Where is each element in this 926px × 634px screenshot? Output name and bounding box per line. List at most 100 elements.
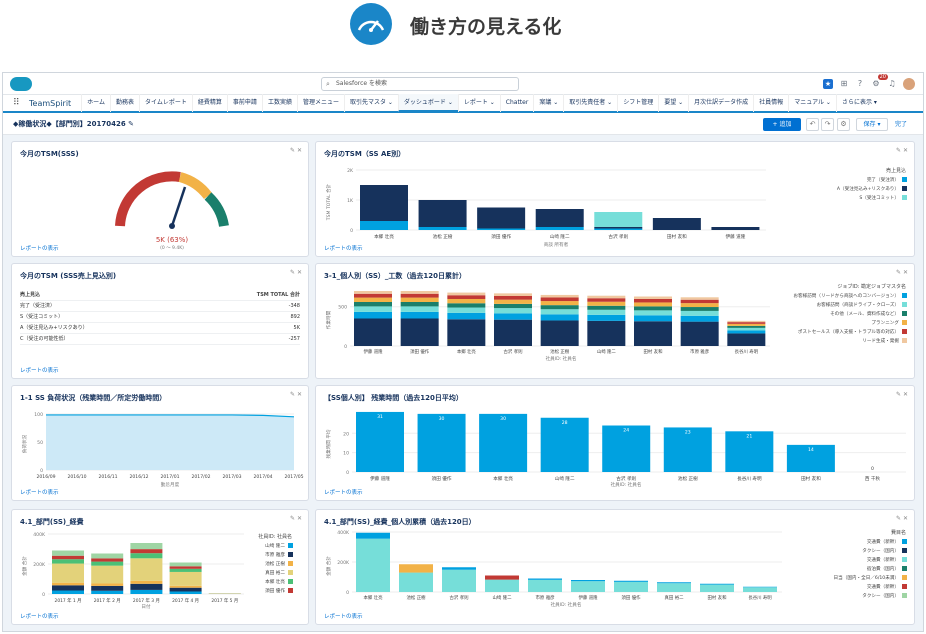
legend-swatch (902, 186, 907, 191)
y-tick-label: 0 (346, 590, 349, 596)
nav-item-dashboard[interactable]: ダッシュボード ⌄ (397, 94, 458, 112)
view-report-link[interactable]: レポートの表示 (20, 368, 59, 374)
nav-item[interactable]: 勤務表 (110, 94, 139, 112)
add-icon[interactable]: ⊞ (840, 79, 848, 88)
add-button[interactable]: + 追加 (763, 118, 801, 131)
x-tick-label: 長谷川 寿明 (735, 348, 759, 355)
bar-segment (634, 321, 672, 346)
view-report-link[interactable]: レポートの表示 (324, 614, 363, 620)
tsm-ae-chart: 0 1K 2K 本郷 壮亮 池松 正樹 須田 優作 山崎 隆二 古沢 孝則 田村 友和 伊藤 道隆… (325, 167, 907, 248)
nav-item[interactable]: 管理メニュー (296, 94, 344, 112)
x-tick-label: 2017/04 (253, 474, 272, 480)
legend-label: お客様訪問（商談ドライブ・クローズ） (817, 301, 899, 308)
bar (725, 431, 774, 472)
undo-icon[interactable]: ↶ (806, 118, 819, 131)
x-tick-label: 2017 年 1 月 (55, 597, 82, 604)
legend-swatch (902, 311, 907, 316)
nav-item-more[interactable]: さらに表示 ▾ (835, 94, 882, 112)
nav-item[interactable]: 取引先責任者 ⌄ (563, 94, 617, 112)
legend-label: 交通費（新幹） (867, 583, 899, 590)
done-button[interactable]: 完了 (895, 121, 908, 128)
view-report-link[interactable]: レポートの表示 (324, 246, 363, 252)
view-report-link[interactable]: レポートの表示 (20, 614, 59, 620)
panel-controls[interactable]: ✎ ✕ (290, 147, 302, 154)
x-tick-label: 須田 優作 (410, 348, 430, 355)
panel-controls[interactable]: ✎ ✕ (290, 391, 302, 398)
nav-item[interactable]: 案議 ⌄ (533, 94, 563, 112)
bar (360, 185, 408, 221)
nav-item[interactable]: 月次仕訳データ作成 (688, 94, 753, 112)
view-report-link[interactable]: レポートの表示 (20, 246, 59, 252)
global-search-input[interactable]: ⌕ Salesforce を検索 (321, 77, 519, 91)
legend-swatch (902, 539, 907, 544)
gear-icon[interactable]: ⚙ (872, 79, 880, 88)
nav-item[interactable]: マニュアル ⌄ (788, 94, 836, 112)
save-button[interactable]: 保存 ▾ (856, 118, 888, 131)
view-report-link[interactable]: レポートの表示 (324, 490, 363, 496)
bar-segment (447, 303, 486, 308)
nav-item[interactable]: 要望 ⌄ (658, 94, 688, 112)
x-tick-label: 田村 友和 (708, 594, 727, 601)
bar-segment (634, 315, 672, 322)
table-row: S（受注コミット） 892 (20, 312, 300, 323)
x-tick-label: 池松 正樹 (550, 348, 570, 355)
app-launcher-icon[interactable]: ⠿ (13, 98, 20, 108)
x-tick-label: 古沢 孝則 (608, 233, 628, 240)
table-cell: -348 (288, 303, 300, 309)
bar-segment (130, 543, 163, 550)
nav-item[interactable]: 工数実績 (261, 94, 297, 112)
x-tick-label: 真田 裕二 (665, 594, 685, 601)
nav-item[interactable]: ホーム (81, 94, 110, 112)
bell-icon[interactable]: ♫ (888, 79, 896, 88)
table-row: A（受注見込み+リスクあり） 5K (20, 323, 300, 334)
nav-item[interactable]: シフト管理 (617, 94, 658, 112)
legend-title: 売上見込 (886, 167, 906, 174)
x-tick-label: 長谷川 寿明 (748, 594, 772, 601)
gauge-segment-red (115, 171, 181, 227)
x-tick-label: 須田 優作 (432, 475, 452, 482)
data-label: 21 (746, 433, 752, 439)
nav-item[interactable]: 経費精算 (191, 94, 227, 112)
search-placeholder: Salesforce を検索 (336, 80, 387, 87)
panel-controls[interactable]: ✎ ✕ (896, 269, 908, 276)
panel-controls[interactable]: ✎ ✕ (290, 269, 302, 276)
nav-item[interactable]: タイムレポート (139, 94, 192, 112)
x-tick-label: 2017/02 (191, 474, 210, 480)
panel-controls[interactable]: ✎ ✕ (896, 147, 908, 154)
panel-controls[interactable]: ✎ ✕ (896, 391, 908, 398)
nav-item[interactable]: レポート ⌄ (457, 94, 500, 112)
view-report-link[interactable]: レポートの表示 (20, 490, 59, 496)
nav-item[interactable]: 取引先マスタ ⌄ (343, 94, 398, 112)
legend-swatch (288, 579, 293, 584)
bar (477, 228, 526, 230)
bar-segment (727, 327, 766, 331)
legend-label: その他（メール、資料作成など） (830, 310, 899, 317)
redo-icon[interactable]: ↷ (821, 118, 834, 131)
y-tick-label: 0 (344, 344, 347, 350)
x-tick-label: 2016/09 (36, 474, 55, 480)
favorites-icon[interactable]: ★ (823, 79, 833, 89)
x-tick-label: 市原 雅彦 (690, 348, 710, 355)
help-icon[interactable]: ? (857, 79, 863, 88)
table-header: 売上見込 TSM TOTAL 合計 (20, 290, 300, 301)
nav-item[interactable]: 事前申請 (226, 94, 262, 112)
panel-controls[interactable]: ✎ ✕ (896, 515, 908, 522)
app-nav: ⠿ TeamSpirit ホーム 勤務表 タイムレポート 経費精算 事前申請 工… (3, 94, 923, 113)
avatar[interactable] (903, 78, 915, 90)
settings-icon[interactable]: ⚙ (837, 118, 850, 131)
legend-label: 宿泊費（国内） (867, 565, 899, 572)
y-tick-label: 0 (40, 468, 43, 474)
nav-item[interactable]: 社員情報 (753, 94, 788, 112)
x-tick-label: 伊藤 道隆 (579, 594, 599, 601)
legend-swatch (902, 293, 907, 298)
header-icons: ★ ⊞ ? ⚙ ♫ (823, 77, 915, 91)
table-cell: C（受注の可能性低） (20, 336, 69, 342)
data-label: 28 (562, 420, 568, 426)
table-cell: A（受注見込み+リスクあり） (20, 325, 88, 331)
panel-controls[interactable]: ✎ ✕ (290, 515, 302, 522)
salesforce-logo[interactable] (10, 77, 32, 91)
nav-item[interactable]: Chatter (499, 94, 534, 112)
bar-segment (571, 581, 605, 592)
bar-segment (743, 587, 777, 592)
y-tick-label: 200K (33, 562, 46, 568)
